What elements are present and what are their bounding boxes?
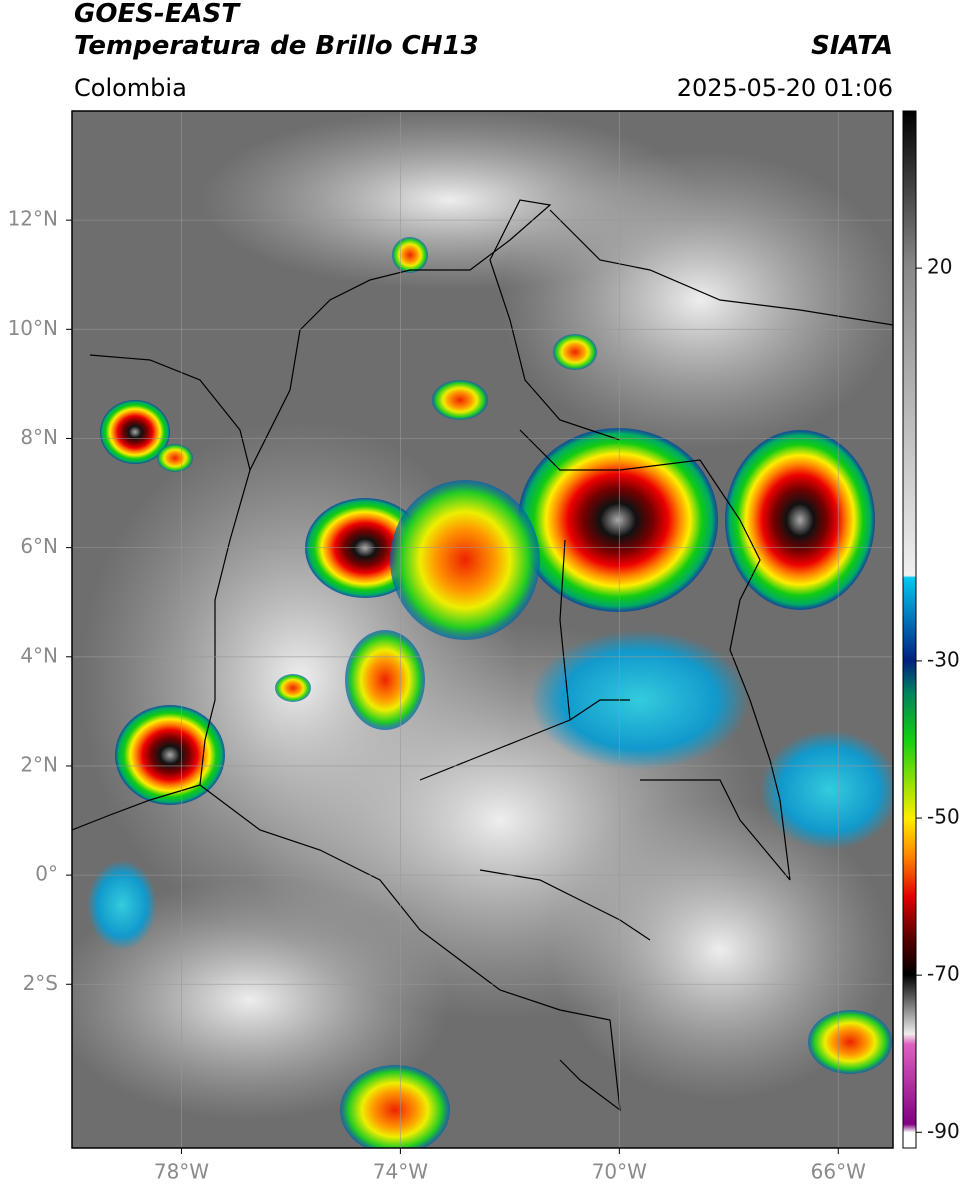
y-tick-label: 2°S: [23, 971, 58, 995]
colorbar-tick-label: -50: [927, 805, 960, 829]
y-tick-label: 12°N: [8, 207, 58, 231]
satellite-image: [72, 111, 893, 1148]
y-tick-label: 10°N: [8, 316, 58, 340]
subtitle: Temperatura de Brillo CH13: [74, 31, 479, 61]
title: GOES-EAST: [74, 0, 241, 29]
y-tick-label: 4°N: [20, 643, 58, 667]
datetime: 2025-05-20 01:06: [677, 74, 893, 102]
storm-cells: [100, 237, 892, 1148]
cold-cloud-areas: [87, 630, 893, 950]
colorbar: [902, 110, 917, 1149]
y-tick-label: 6°N: [20, 534, 58, 558]
region: Colombia: [74, 74, 187, 102]
colorbar-tick-label: -90: [927, 1119, 960, 1143]
source: SIATA: [811, 31, 893, 61]
borders: [72, 199, 893, 1112]
x-tick-label: 74°W: [373, 1160, 428, 1184]
colorbar-tick-label: 20: [927, 255, 952, 279]
map-frame: [71, 110, 894, 1149]
grid: [72, 111, 893, 1148]
x-tick-label: 70°W: [592, 1160, 647, 1184]
y-tick-label: 8°N: [20, 425, 58, 449]
x-tick-label: 66°W: [811, 1160, 866, 1184]
colorbar-tick-label: -30: [927, 647, 960, 671]
x-tick-label: 78°W: [154, 1160, 209, 1184]
y-tick-label: 0°: [35, 862, 58, 886]
colorbar-tick-label: -70: [927, 962, 960, 986]
y-tick-label: 2°N: [20, 752, 58, 776]
